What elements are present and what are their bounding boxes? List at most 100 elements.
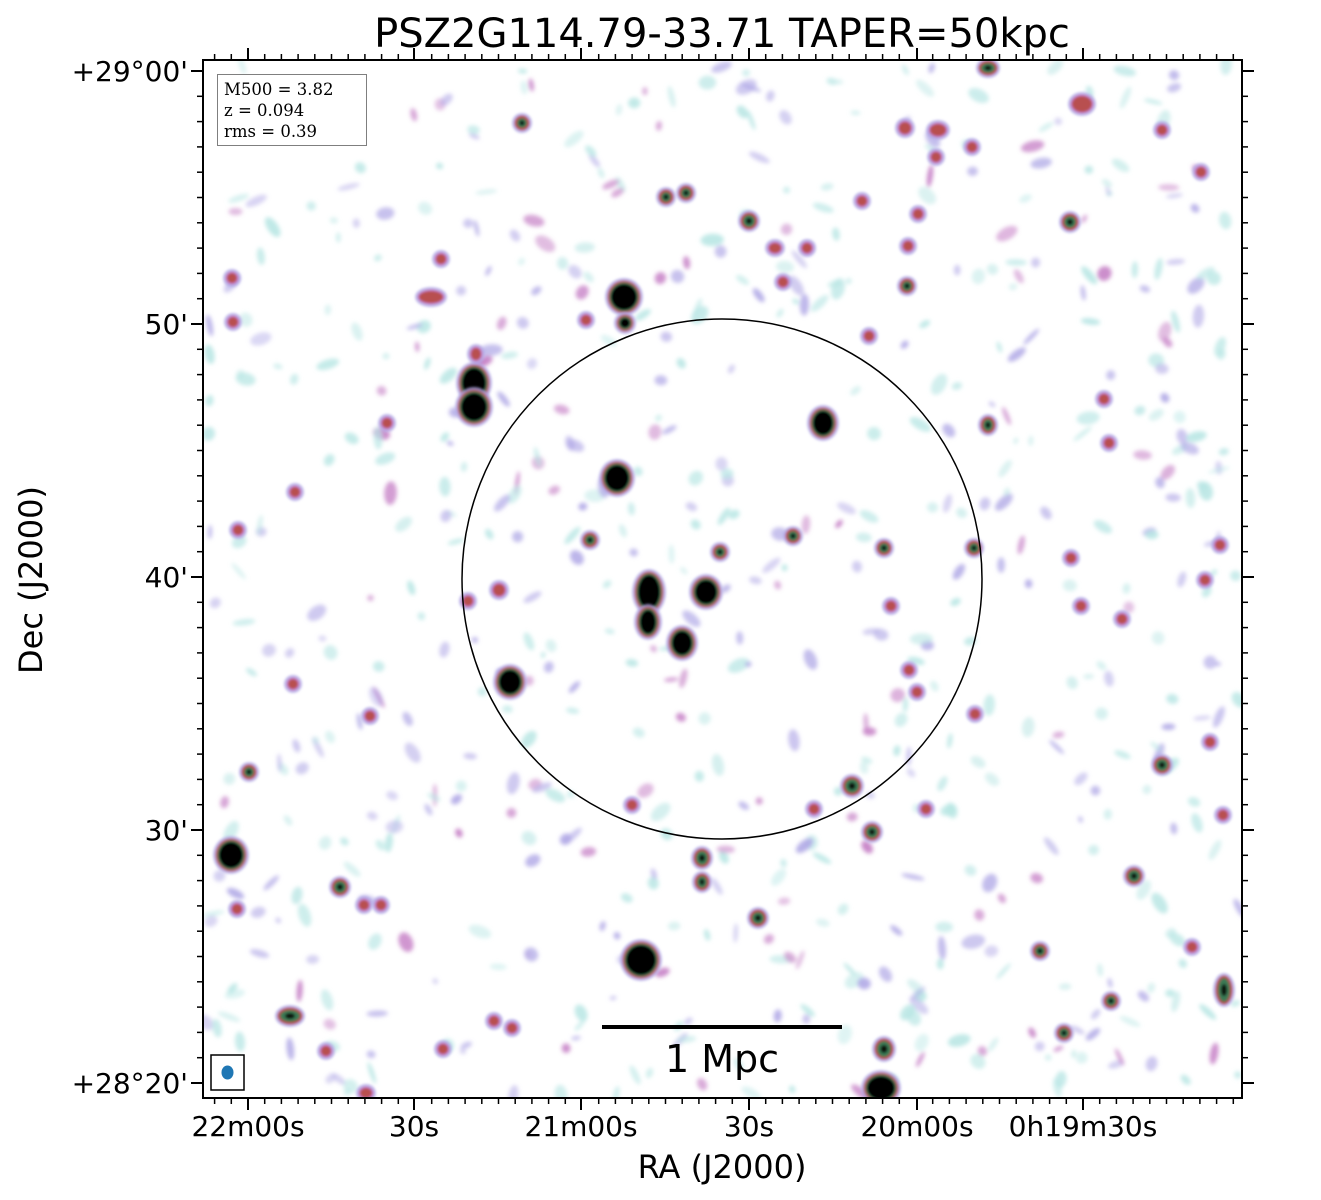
noise-blob (773, 1009, 782, 1023)
noise-blob (540, 651, 546, 659)
noise-blob (1107, 977, 1113, 989)
noise-blob (204, 344, 215, 364)
noise-blob (662, 425, 677, 435)
noise-blob (930, 373, 948, 395)
noise-blob (410, 108, 418, 122)
noise-blob (1196, 266, 1215, 280)
radio-source (1153, 121, 1171, 139)
noise-blob (1077, 816, 1084, 823)
noise-blob (468, 132, 480, 140)
noise-blob (1199, 1004, 1217, 1020)
plot-frame (202, 59, 1243, 1099)
noise-blob (820, 183, 834, 191)
noise-blob (915, 1051, 925, 1068)
noise-blob (914, 1033, 929, 1052)
radio-source (1030, 941, 1050, 961)
radio-source (614, 312, 636, 334)
noise-blob (1074, 772, 1088, 786)
noise-blob (755, 797, 763, 805)
noise-blob (395, 516, 412, 532)
noise-blob (223, 772, 236, 785)
noise-blob (1158, 184, 1180, 191)
noise-blob (406, 323, 423, 330)
noise-blob (893, 745, 901, 757)
noise-blob (711, 753, 725, 776)
noise-blob (997, 557, 1005, 573)
noise-blob (650, 802, 671, 822)
noise-blob (942, 423, 956, 438)
noise-blob (776, 260, 794, 273)
noise-blob (833, 786, 843, 796)
noise-blob (203, 910, 225, 917)
noise-blob (588, 153, 601, 168)
noise-blob (979, 497, 991, 511)
noise-blob (795, 838, 814, 854)
noise-blob (354, 162, 366, 174)
noise-blob (752, 288, 765, 303)
noise-blob (1170, 822, 1178, 835)
noise-blob (439, 476, 451, 497)
noise-blob (263, 875, 279, 891)
noise-blob (232, 618, 256, 626)
radio-source (239, 762, 259, 782)
noise-blob (1192, 304, 1205, 328)
noise-blob (1191, 813, 1203, 833)
noise-blob (682, 610, 701, 628)
noise-blob (1171, 991, 1181, 1013)
noise-blob (1044, 1054, 1052, 1061)
noise-blob (1076, 411, 1100, 425)
radio-source (459, 592, 477, 610)
noise-blob (1177, 571, 1187, 588)
plot-area (203, 60, 1242, 1098)
noise-blob (670, 269, 685, 284)
noise-blob (455, 780, 467, 792)
radio-source (900, 661, 918, 679)
radio-source (874, 538, 894, 558)
y-tick-label-30: 30' (145, 814, 188, 847)
radio-source (378, 414, 396, 432)
noise-blob (791, 250, 808, 269)
noise-blob (648, 424, 662, 440)
noise-blob (988, 401, 996, 407)
radio-source (926, 120, 950, 140)
noise-blob (664, 677, 679, 682)
noise-blob (859, 761, 869, 775)
noise-blob (900, 1004, 916, 1021)
noise-blob (1093, 520, 1112, 534)
noise-blob (574, 1004, 588, 1022)
noise-blob (1219, 211, 1232, 230)
noise-blob (580, 847, 597, 857)
radio-source (895, 118, 915, 138)
x-tick-label-22m00s: 22m00s (191, 1110, 304, 1143)
noise-blob (733, 923, 739, 943)
noise-blob (414, 341, 420, 353)
noise-blob (851, 560, 863, 573)
noise-blob (919, 320, 931, 329)
noise-blob (1180, 442, 1199, 455)
noise-blob (984, 945, 999, 957)
noise-blob (629, 548, 638, 557)
noise-blob (226, 887, 245, 900)
radio-source (1113, 610, 1131, 628)
noise-blob (716, 845, 735, 854)
radio-source (620, 939, 662, 981)
noise-blob (463, 218, 474, 228)
noise-blob (1017, 535, 1025, 555)
noise-blob (533, 446, 541, 467)
radio-source (1123, 865, 1145, 887)
noise-blob (561, 1043, 571, 1053)
noise-blob (376, 385, 387, 396)
noise-blob (439, 641, 450, 658)
noise-blob (1021, 716, 1035, 738)
noise-blob (715, 457, 728, 471)
noise-blob (909, 986, 926, 1001)
rms-value: rms = 0.39 (224, 122, 318, 141)
noise-blob (1151, 631, 1165, 645)
noise-blob (246, 667, 257, 677)
noise-blob (416, 320, 431, 334)
noise-blob (275, 917, 281, 924)
noise-blob (837, 502, 856, 515)
noise-blob (1166, 693, 1179, 704)
noise-blob (1008, 283, 1018, 291)
radio-source (228, 900, 246, 918)
